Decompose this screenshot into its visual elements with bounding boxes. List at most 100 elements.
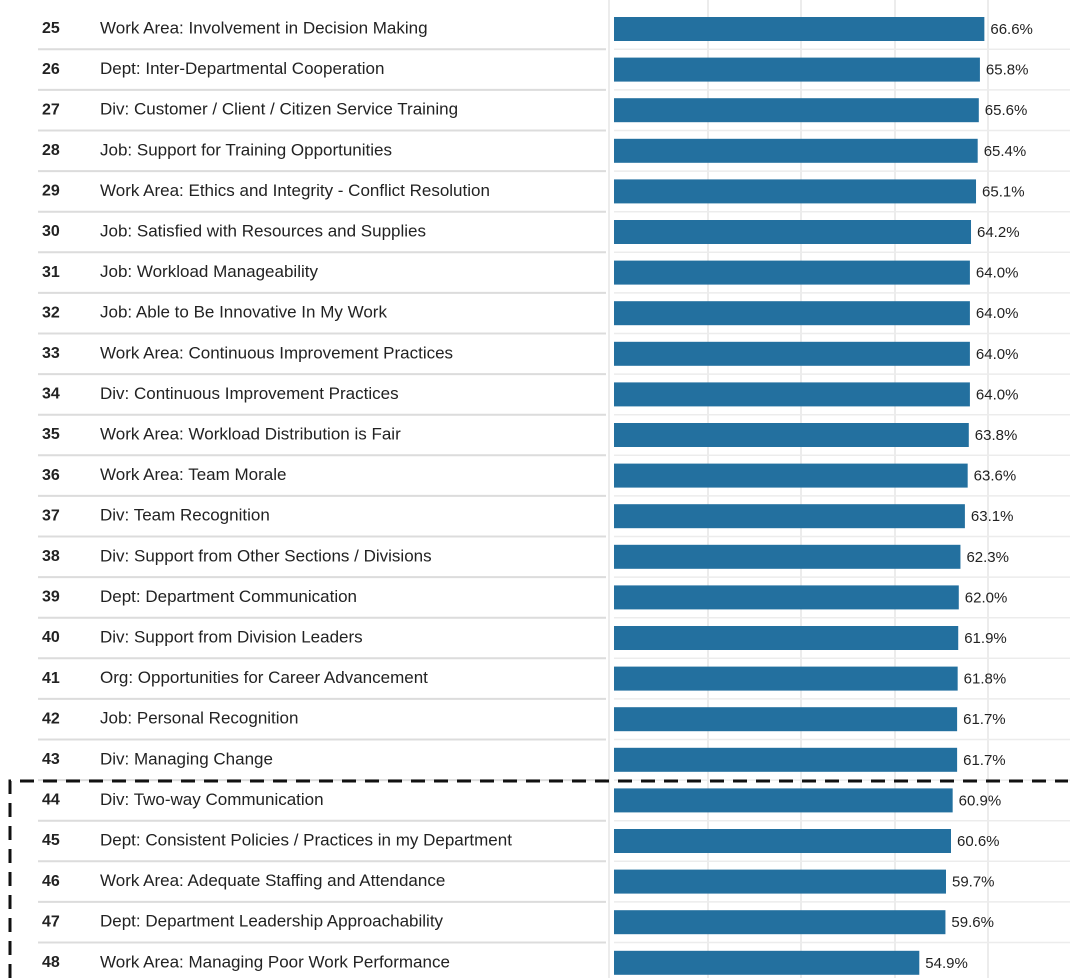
bar — [614, 179, 977, 204]
bar — [614, 910, 946, 935]
rank: 38 — [42, 548, 60, 565]
category-label: Div: Team Recognition — [100, 506, 270, 525]
value-label: 63.1% — [971, 508, 1014, 525]
category-label: Job: Satisfied with Resources and Suppli… — [100, 221, 426, 240]
bar — [614, 788, 953, 813]
category-label: Job: Workload Manageability — [100, 262, 318, 281]
highlight-box — [8, 779, 1068, 978]
bar — [614, 220, 972, 244]
category-label: Job: Able to Be Innovative In My Work — [100, 303, 387, 322]
category-label: Div: Managing Change — [100, 749, 273, 768]
rank: 47 — [42, 913, 60, 930]
bar — [614, 98, 979, 123]
bar — [614, 504, 965, 529]
rank: 31 — [42, 264, 60, 281]
value-label: 59.6% — [951, 914, 994, 931]
value-label: 65.4% — [984, 143, 1027, 160]
value-label: 54.9% — [925, 955, 968, 972]
category-label: Dept: Consistent Policies / Practices in… — [100, 830, 512, 849]
value-label: 64.0% — [976, 265, 1019, 282]
rank: 27 — [42, 101, 60, 118]
rank: 35 — [42, 426, 60, 443]
rank: 39 — [42, 589, 60, 606]
bar — [614, 260, 970, 285]
rank: 36 — [42, 467, 60, 484]
value-label: 65.6% — [985, 102, 1028, 119]
bar — [614, 707, 958, 732]
category-label: Work Area: Team Morale — [100, 465, 286, 484]
category-label: Div: Support from Other Sections / Divis… — [100, 546, 432, 565]
value-label: 65.1% — [982, 183, 1025, 200]
category-label: Job: Support for Training Opportunities — [100, 140, 392, 159]
value-label: 64.0% — [976, 386, 1019, 403]
bar — [614, 463, 968, 488]
category-label: Org: Opportunities for Career Advancemen… — [100, 668, 428, 687]
value-label: 60.9% — [959, 792, 1002, 809]
rank: 32 — [42, 304, 60, 321]
bar — [614, 341, 970, 366]
category-label: Dept: Department Communication — [100, 587, 357, 606]
rank: 43 — [42, 751, 60, 768]
category-label: Div: Two-way Communication — [100, 790, 324, 809]
bar — [614, 544, 961, 569]
value-label: 59.7% — [952, 874, 995, 891]
rank: 33 — [42, 345, 60, 362]
bar — [614, 138, 978, 163]
rank: 41 — [42, 670, 60, 687]
bar — [614, 423, 969, 447]
rank: 40 — [42, 629, 60, 646]
rank: 28 — [42, 142, 60, 159]
bar — [614, 626, 959, 650]
bar — [614, 585, 959, 610]
bar — [614, 950, 920, 975]
rows: 25 Work Area: Involvement in Decision Mak… — [38, 17, 1070, 975]
value-label: 61.9% — [964, 630, 1007, 647]
value-label: 64.2% — [977, 224, 1020, 241]
value-label: 62.0% — [965, 589, 1008, 606]
category-label: Work Area: Workload Distribution is Fair — [100, 424, 401, 443]
category-label: Work Area: Continuous Improvement Practi… — [100, 343, 453, 362]
category-label: Work Area: Ethics and Integrity - Confli… — [100, 181, 490, 200]
category-label: Div: Support from Division Leaders — [100, 627, 363, 646]
rank: 37 — [42, 507, 60, 524]
rank: 46 — [42, 873, 60, 890]
value-label: 63.6% — [974, 468, 1017, 485]
category-label: Work Area: Involvement in Decision Makin… — [100, 18, 428, 37]
value-label: 61.7% — [963, 711, 1006, 728]
rank: 25 — [42, 20, 60, 37]
value-label: 66.6% — [990, 21, 1033, 38]
rank: 29 — [42, 183, 60, 200]
value-label: 61.8% — [964, 671, 1007, 688]
bar — [614, 57, 980, 82]
value-label: 61.7% — [963, 752, 1006, 769]
value-label: 63.8% — [975, 427, 1018, 444]
category-label: Job: Personal Recognition — [100, 709, 298, 728]
value-label: 65.8% — [986, 62, 1029, 79]
bar — [614, 829, 951, 853]
category-label: Div: Customer / Client / Citizen Service… — [100, 100, 458, 119]
category-label: Div: Continuous Improvement Practices — [100, 384, 399, 403]
rank: 45 — [42, 832, 60, 849]
value-label: 62.3% — [966, 549, 1009, 566]
rank: 48 — [42, 954, 60, 971]
bar — [614, 17, 985, 41]
bar — [614, 301, 970, 326]
category-label: Dept: Inter-Departmental Cooperation — [100, 59, 384, 78]
value-label: 64.0% — [976, 346, 1019, 363]
rank: 34 — [42, 386, 60, 403]
background-columns — [608, 0, 989, 978]
category-label: Dept: Department Leadership Approachabil… — [100, 912, 444, 931]
value-label: 64.0% — [976, 305, 1019, 322]
category-label: Work Area: Adequate Staffing and Attenda… — [100, 871, 445, 890]
rank: 30 — [42, 223, 60, 240]
bar — [614, 869, 946, 894]
value-label: 60.6% — [957, 833, 1000, 850]
category-label: Work Area: Managing Poor Work Performanc… — [100, 952, 450, 971]
bar — [614, 747, 958, 772]
bar — [614, 382, 970, 407]
rank: 26 — [42, 61, 60, 78]
rank: 42 — [42, 710, 60, 727]
rank: 44 — [42, 792, 60, 809]
